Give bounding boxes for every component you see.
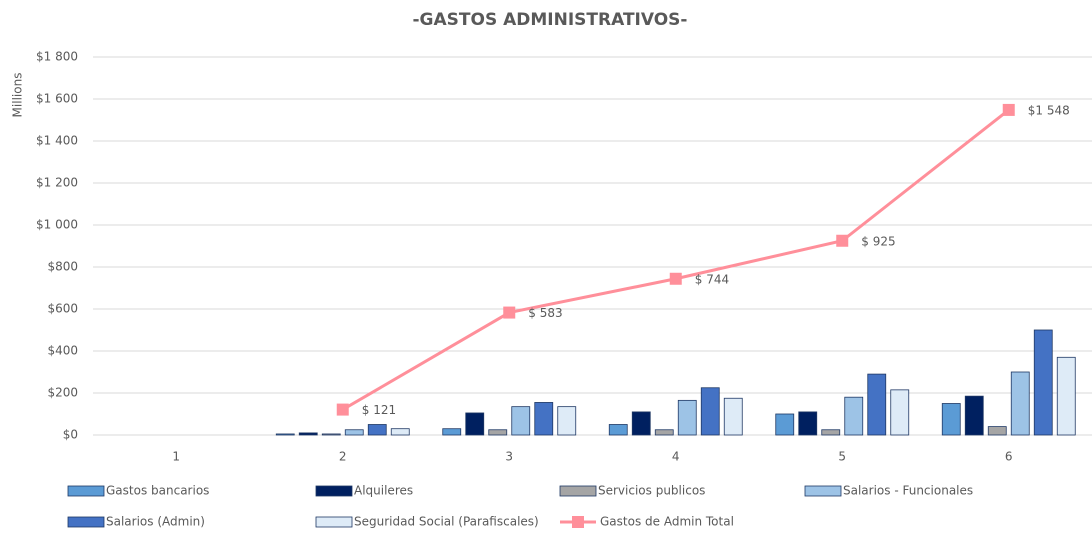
legend-label: Servicios publicos xyxy=(598,484,705,498)
data-label: $1 548 xyxy=(1028,103,1070,117)
bar xyxy=(700,387,720,436)
bar xyxy=(775,413,795,436)
bar xyxy=(1056,356,1076,436)
y-tick-label: $0 xyxy=(63,428,78,442)
legend-swatch xyxy=(67,485,105,497)
bar xyxy=(941,403,961,436)
legend-label: Gastos de Admin Total xyxy=(600,515,734,529)
legend-label: Salarios - Funcionales xyxy=(843,484,973,498)
y-tick-label: $1 000 xyxy=(36,218,78,232)
legend-label: Alquileres xyxy=(354,484,413,498)
legend-label: Seguridad Social (Parafiscales) xyxy=(354,515,539,529)
y-tick-label: $1 800 xyxy=(36,50,78,64)
data-label: $ 121 xyxy=(362,403,396,417)
bar xyxy=(321,433,341,436)
bar xyxy=(344,429,364,436)
data-label: $ 583 xyxy=(528,306,562,320)
bar xyxy=(275,433,295,436)
bar xyxy=(442,428,462,436)
bar xyxy=(987,426,1007,436)
bar xyxy=(390,428,410,436)
bar xyxy=(1010,371,1030,436)
x-tick-label: 4 xyxy=(672,450,680,464)
x-tick-label: 6 xyxy=(1005,450,1013,464)
line-marker xyxy=(1002,103,1015,116)
legend-label: Salarios (Admin) xyxy=(106,515,205,529)
y-tick-label: $1 200 xyxy=(36,176,78,190)
legend-swatch xyxy=(315,516,353,528)
legend-label: Gastos bancarios xyxy=(106,484,209,498)
bar xyxy=(867,373,887,436)
y-axis-label: Millions xyxy=(11,73,25,118)
bar xyxy=(488,429,508,436)
legend-swatch xyxy=(559,485,597,497)
bar xyxy=(1033,329,1053,436)
bar xyxy=(723,397,743,436)
y-tick-label: $1 400 xyxy=(36,134,78,148)
bar xyxy=(557,406,577,436)
bar xyxy=(677,399,697,436)
y-tick-label: $800 xyxy=(47,260,78,274)
line-marker xyxy=(336,403,349,416)
legend-swatch xyxy=(67,516,105,528)
bar xyxy=(511,406,531,436)
legend-swatch xyxy=(572,516,584,528)
bar xyxy=(890,389,910,436)
bar xyxy=(844,396,864,436)
bar xyxy=(631,411,651,436)
bar xyxy=(534,402,554,436)
data-label: $ 744 xyxy=(695,272,729,286)
legend-swatch xyxy=(804,485,842,497)
legend-swatch xyxy=(315,485,353,497)
y-tick-label: $400 xyxy=(47,344,78,358)
x-tick-label: 2 xyxy=(339,450,347,464)
bar xyxy=(465,412,485,436)
bar xyxy=(367,424,387,436)
bar xyxy=(608,424,628,436)
data-label: $ 925 xyxy=(861,234,895,248)
y-tick-label: $1 600 xyxy=(36,92,78,106)
y-tick-label: $200 xyxy=(47,386,78,400)
line-marker xyxy=(503,306,516,319)
x-tick-label: 5 xyxy=(838,450,846,464)
bar xyxy=(964,395,984,436)
bar xyxy=(298,432,318,436)
bar xyxy=(821,429,841,436)
bar xyxy=(654,429,674,436)
line-marker xyxy=(669,272,682,285)
line-marker xyxy=(836,234,849,247)
bar xyxy=(798,411,818,436)
y-tick-label: $600 xyxy=(47,302,78,316)
chart-title: -GASTOS ADMINISTRATIVOS- xyxy=(413,10,688,30)
x-tick-label: 1 xyxy=(172,450,180,464)
x-tick-label: 3 xyxy=(505,450,513,464)
line xyxy=(341,108,1010,411)
